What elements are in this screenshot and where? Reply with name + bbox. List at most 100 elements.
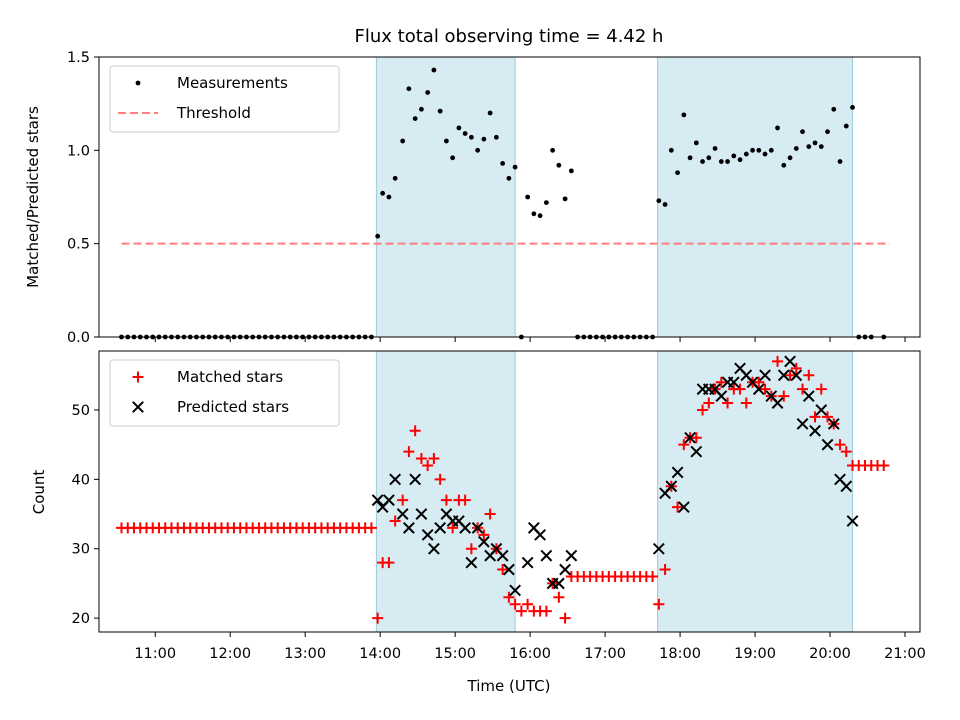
measurement-point: [431, 67, 437, 73]
top-axes-frame: [98, 56, 921, 338]
predicted-star-point: [846, 515, 859, 527]
measurement-point: [668, 147, 674, 153]
measurement-point: [462, 131, 468, 136]
predicted-star-point: [715, 390, 728, 403]
measurement-point: [762, 151, 768, 157]
matched-star-point: [778, 390, 790, 402]
measurement-point: [687, 155, 693, 161]
predicted-star-point: [427, 542, 440, 555]
predicted-star-point: [671, 466, 684, 479]
matched-star-point: [647, 570, 659, 582]
matched-star-point: [659, 564, 671, 576]
measurement-point: [450, 155, 456, 161]
predicted-star-point: [727, 376, 740, 389]
measurement-point: [562, 196, 568, 202]
measurement-point: [712, 146, 718, 151]
top-y-tick-label: 1.0: [67, 143, 90, 159]
bottom-legend: Matched stars Predicted stars: [109, 359, 340, 427]
measurement-point: [525, 194, 531, 200]
predicted-star-point: [790, 369, 803, 382]
predicted-star-point: [502, 563, 515, 576]
measurement-point: [412, 116, 418, 121]
top-y-tick-label: 0.5: [67, 237, 90, 253]
legend-label: Predicted stars: [177, 398, 289, 416]
matched-star-point: [803, 369, 815, 381]
measurement-point: [556, 162, 562, 168]
measurement-point: [818, 144, 824, 150]
matched-star-point: [653, 598, 665, 610]
matched-star-point: [797, 383, 809, 395]
matched-star-point: [389, 515, 401, 527]
matched-star-point: [772, 355, 784, 367]
measurement-point: [700, 159, 705, 164]
bottom-y-tick-label: 50: [72, 403, 90, 419]
legend-label: Measurements: [177, 74, 288, 92]
matched-star-point: [515, 605, 527, 617]
predicted-star-point: [496, 549, 509, 562]
predicted-star-point: [827, 417, 840, 430]
x-axis-label: Time (UTC): [467, 677, 551, 695]
matched-star-point: [397, 494, 409, 506]
predicted-star-point: [815, 404, 828, 416]
predicted-star-point: [759, 369, 771, 382]
measurement-point: [475, 147, 481, 153]
top-y-tick-label: 1.5: [67, 50, 90, 66]
predicted-star-point: [465, 556, 478, 569]
measurement-point: [843, 123, 849, 129]
matched-star-point: [522, 598, 534, 610]
matched-star-point: [459, 494, 471, 506]
measurement-point: [537, 213, 543, 219]
measurement-point: [825, 129, 830, 135]
measurement-point: [743, 151, 749, 157]
matched-star-point: [509, 598, 521, 610]
matched-star-point: [840, 446, 852, 458]
matched-star-point: [447, 522, 459, 534]
x-tick-label: 13:00: [284, 646, 326, 662]
matched-star-point: [759, 383, 771, 395]
matched-star-point: [815, 383, 827, 395]
matched-star-point: [497, 564, 509, 576]
predicted-star-point: [421, 528, 434, 541]
matched-star-point: [434, 473, 446, 485]
measurement-point: [793, 146, 799, 151]
matched-star-point: [409, 425, 421, 437]
legend-box: [109, 65, 340, 133]
matched-star-point: [678, 439, 690, 451]
matched-star-point: [503, 591, 515, 603]
predicted-star-point: [371, 494, 384, 507]
x-tick-label: 14:00: [359, 646, 401, 662]
predicted-stars-series: [371, 355, 859, 597]
predicted-star-point: [534, 528, 547, 541]
predicted-star-point: [677, 501, 690, 514]
predicted-star-point: [383, 494, 395, 507]
measurement-point: [768, 147, 774, 153]
predicted-star-point: [471, 522, 484, 534]
predicted-star-point: [459, 522, 472, 534]
matched-star-point: [372, 612, 384, 624]
measurement-point: [443, 138, 449, 144]
predicted-star-point: [540, 549, 553, 562]
bottom-y-tick-label: 30: [72, 542, 90, 558]
measurement-point: [487, 110, 493, 116]
predicted-star-point: [434, 522, 447, 534]
matched-star-point: [478, 529, 490, 541]
legend-handle-predicted: [132, 401, 144, 413]
measurement-point: [656, 198, 662, 204]
measurement-point: [662, 202, 668, 207]
measurement-point: [800, 129, 805, 135]
matched-star-point: [822, 411, 834, 423]
predicted-star-point: [690, 445, 703, 458]
legend-handle-matched: [132, 371, 144, 383]
predicted-star-point: [821, 438, 834, 451]
measurement-point: [543, 200, 549, 206]
measurement-point: [506, 175, 512, 181]
bottom-axes-frame: [98, 350, 921, 633]
x-tick-label: 15:00: [434, 646, 476, 662]
measurement-point: [406, 86, 412, 92]
predicted-star-point: [665, 480, 678, 493]
x-tick-label: 18:00: [659, 646, 701, 662]
measurement-point: [380, 190, 386, 196]
measurement-point: [675, 170, 680, 176]
measurement-point: [750, 147, 755, 153]
